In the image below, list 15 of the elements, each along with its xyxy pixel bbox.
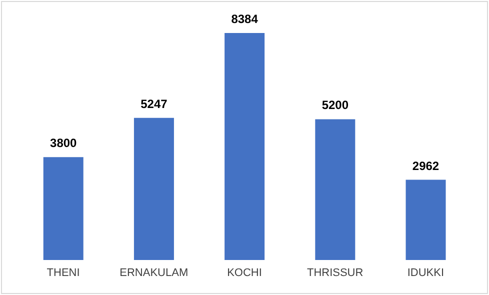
data-label: 5247: [140, 96, 168, 111]
bar: [224, 33, 265, 260]
x-tick-label: KOCHI: [227, 266, 262, 279]
bar: [406, 180, 446, 260]
bar: [43, 157, 84, 260]
x-tick-label: THRISSUR: [306, 266, 364, 279]
data-label: 3800: [50, 136, 78, 150]
data-label: 8384: [231, 12, 258, 26]
x-tick-label: THENI: [46, 266, 80, 279]
data-label: 5200: [322, 98, 349, 112]
x-tick-label: ERNAKULAM: [120, 266, 188, 279]
x-tick-label: IDUKKI: [407, 266, 444, 279]
bar: [134, 118, 174, 260]
data-label: 2962: [412, 158, 440, 173]
bar: [315, 119, 356, 260]
